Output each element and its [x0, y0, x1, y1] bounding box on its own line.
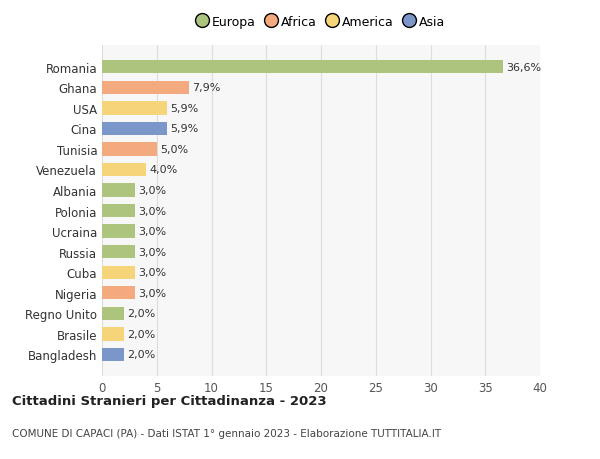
Bar [102, 102, 167, 115]
Text: 2,0%: 2,0% [127, 329, 155, 339]
Text: 4,0%: 4,0% [149, 165, 178, 175]
Text: 3,0%: 3,0% [138, 288, 166, 298]
Bar [102, 307, 124, 320]
Text: 7,9%: 7,9% [192, 83, 220, 93]
Bar [102, 348, 124, 361]
Text: 3,0%: 3,0% [138, 268, 166, 278]
Bar [102, 143, 157, 156]
Bar [102, 246, 135, 259]
Text: 3,0%: 3,0% [138, 227, 166, 237]
Bar [102, 184, 135, 197]
Bar [102, 123, 167, 136]
Bar [102, 81, 188, 95]
Text: 2,0%: 2,0% [127, 350, 155, 360]
Bar [102, 204, 135, 218]
Bar [102, 61, 503, 74]
Bar [102, 163, 146, 177]
Bar [102, 286, 135, 300]
Text: 2,0%: 2,0% [127, 309, 155, 319]
Text: 3,0%: 3,0% [138, 206, 166, 216]
Bar [102, 328, 124, 341]
Text: 36,6%: 36,6% [506, 62, 541, 73]
Text: Cittadini Stranieri per Cittadinanza - 2023: Cittadini Stranieri per Cittadinanza - 2… [12, 394, 326, 407]
Text: 5,9%: 5,9% [170, 104, 198, 113]
Bar [102, 266, 135, 280]
Text: 5,0%: 5,0% [160, 145, 188, 155]
Legend: Europa, Africa, America, Asia: Europa, Africa, America, Asia [193, 12, 449, 33]
Text: 3,0%: 3,0% [138, 185, 166, 196]
Text: 5,9%: 5,9% [170, 124, 198, 134]
Text: COMUNE DI CAPACI (PA) - Dati ISTAT 1° gennaio 2023 - Elaborazione TUTTITALIA.IT: COMUNE DI CAPACI (PA) - Dati ISTAT 1° ge… [12, 428, 441, 438]
Bar [102, 225, 135, 238]
Text: 3,0%: 3,0% [138, 247, 166, 257]
